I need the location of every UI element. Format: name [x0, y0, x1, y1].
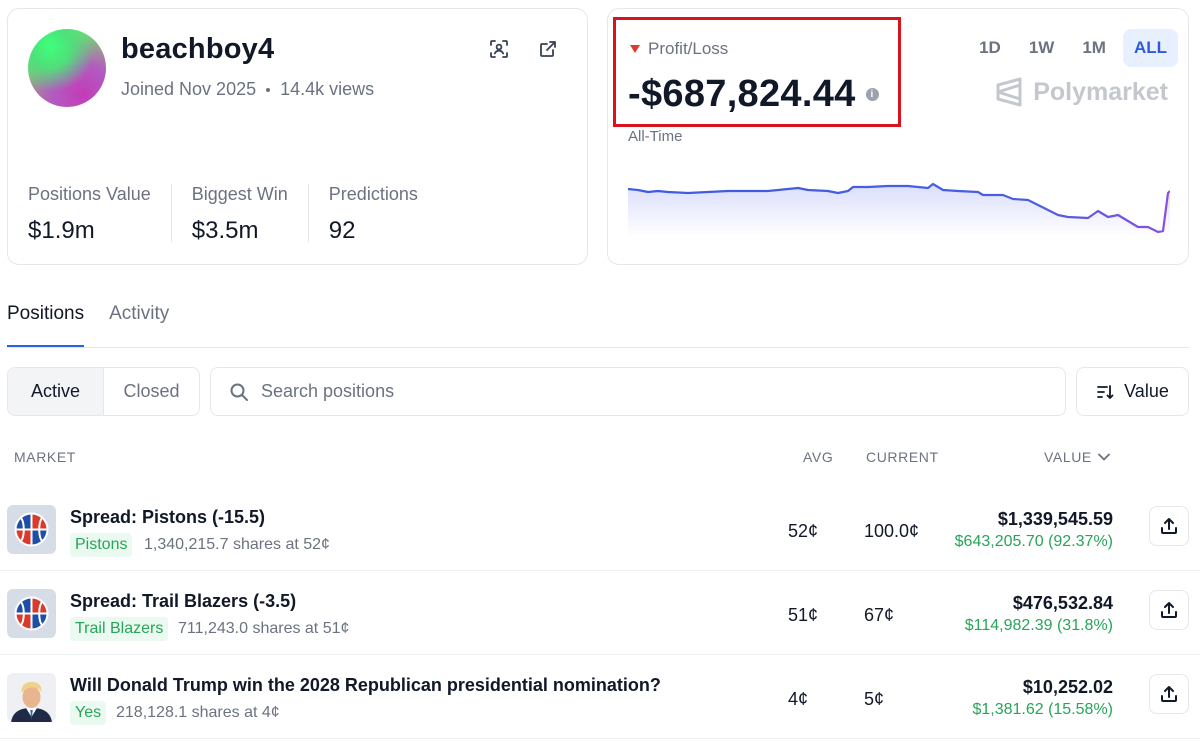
avg-price: 51¢ — [788, 605, 819, 625]
divider — [7, 347, 1189, 348]
position-gain: $1,381.62 (15.58%) — [972, 701, 1113, 718]
view-count: 14.4k views — [280, 79, 375, 99]
column-header-market: MARKET — [14, 449, 76, 465]
shares-text: 218,128.1 shares at 4¢ — [116, 704, 280, 721]
brand-name: Polymarket — [1033, 77, 1168, 106]
position-gain: $643,205.70 (92.37%) — [954, 533, 1113, 550]
basketball-icon — [7, 505, 56, 554]
range-tab-1m[interactable]: 1M — [1082, 38, 1106, 57]
pnl-title-label: Profit/Loss — [648, 39, 729, 58]
column-header-value-label: VALUE — [1044, 449, 1092, 465]
column-header-avg: AVG — [803, 449, 834, 465]
closed-button[interactable]: Closed — [123, 381, 180, 401]
sort-icon — [1097, 384, 1114, 399]
position-gain: $114,982.39 (31.8%) — [964, 617, 1113, 634]
search-box — [210, 367, 1066, 416]
polymarket-brand: Polymarket — [995, 77, 1168, 107]
stat-positions-value: Positions Value $1.9m — [28, 184, 172, 244]
stat-biggest-win: Biggest Win $3.5m — [191, 184, 309, 244]
separator-dot — [266, 87, 271, 92]
position-value: $1,339,545.59 — [997, 509, 1113, 529]
share-button[interactable] — [1149, 674, 1189, 714]
range-tab-all[interactable]: ALL — [1122, 29, 1178, 67]
pnl-card: Profit/Loss -$687,824.44 i All-Time 1D 1… — [607, 8, 1189, 265]
scan-qr-icon[interactable] — [487, 37, 511, 61]
stat-value: 92 — [328, 217, 356, 244]
down-triangle-icon — [630, 45, 640, 53]
polymarket-logo-icon — [996, 77, 1022, 107]
column-header-value[interactable]: VALUE — [1044, 449, 1110, 465]
avg-price: 4¢ — [788, 689, 809, 709]
stat-label: Predictions — [328, 184, 418, 204]
position-value: $476,532.84 — [1012, 593, 1113, 613]
outcome-badge: Pistons — [70, 533, 133, 557]
main-tabs: Positions Activity — [7, 303, 169, 347]
highlight-box — [613, 17, 901, 127]
upload-icon — [1161, 602, 1177, 618]
column-header-current: CURRENT — [866, 449, 939, 465]
stat-value: $3.5m — [191, 217, 259, 244]
market-title[interactable]: Will Donald Trump win the 2028 Republica… — [70, 675, 661, 695]
pnl-amount: -$687,824.44 — [628, 73, 856, 115]
tab-activity[interactable]: Activity — [109, 303, 170, 324]
range-tab-1w[interactable]: 1W — [1028, 38, 1055, 57]
upload-icon — [1161, 518, 1177, 534]
table-row[interactable]: Will Donald Trump win the 2028 Republica… — [0, 655, 1200, 739]
sort-label: Value — [1124, 381, 1169, 401]
range-tab-1d[interactable]: 1D — [979, 38, 1001, 57]
shares-text: 1,340,215.7 shares at 52¢ — [144, 536, 330, 553]
username: beachboy4 — [121, 33, 275, 65]
shares-text: 711,243.0 shares at 51¢ — [178, 620, 350, 637]
joined-date: Joined Nov 2025 — [121, 79, 257, 99]
outcome-badge: Trail Blazers — [70, 617, 169, 641]
basketball-icon — [7, 589, 56, 638]
active-button[interactable]: Active — [8, 368, 104, 415]
search-input[interactable] — [261, 381, 1021, 402]
status-toggle: Active Closed — [7, 367, 200, 416]
current-price: 5¢ — [864, 689, 885, 709]
period-label: All-Time — [628, 128, 683, 145]
external-link-icon[interactable] — [536, 37, 560, 61]
sort-button[interactable]: Value — [1076, 367, 1189, 416]
upload-icon — [1161, 686, 1177, 702]
sparkline-area — [628, 184, 1170, 237]
range-tabs: 1D 1W 1M ALL — [968, 29, 1178, 67]
stat-predictions: Predictions 92 — [328, 184, 438, 244]
outcome-badge: Yes — [70, 701, 107, 725]
market-title[interactable]: Spread: Pistons (-15.5) — [70, 507, 266, 527]
share-button[interactable] — [1149, 506, 1189, 546]
current-price: 100.0¢ — [864, 521, 920, 541]
info-icon[interactable]: i — [865, 88, 879, 101]
position-value: $10,252.02 — [1022, 677, 1113, 697]
tab-positions[interactable]: Positions — [7, 303, 85, 347]
stat-label: Biggest Win — [191, 184, 288, 204]
market-title[interactable]: Spread: Trail Blazers (-3.5) — [70, 591, 297, 611]
avg-price: 52¢ — [788, 521, 819, 541]
current-price: 67¢ — [864, 605, 895, 625]
avatar — [28, 29, 106, 107]
chevron-down-icon — [1097, 453, 1110, 461]
search-icon — [230, 383, 248, 401]
table-row[interactable]: Spread: Trail Blazers (-3.5) Trail Blaze… — [0, 571, 1200, 655]
sparkline-line — [628, 182, 1170, 234]
profile-card: beachboy4 Joined Nov 2025 14.4k views Po… — [7, 8, 588, 265]
pnl-value: -$687,824.44 i — [628, 73, 879, 116]
profile-stats: Positions Value $1.9m Biggest Win $3.5m … — [28, 184, 458, 244]
profile-meta: Joined Nov 2025 14.4k views — [121, 79, 374, 100]
pnl-sparkline — [628, 182, 1170, 237]
share-button[interactable] — [1149, 590, 1189, 630]
pnl-title: Profit/Loss — [630, 39, 728, 59]
portrait-image — [7, 673, 56, 722]
stat-value: $1.9m — [28, 217, 95, 244]
table-row[interactable]: Spread: Pistons (-15.5) Pistons 1,340,21… — [0, 487, 1200, 571]
stat-label: Positions Value — [28, 184, 151, 204]
